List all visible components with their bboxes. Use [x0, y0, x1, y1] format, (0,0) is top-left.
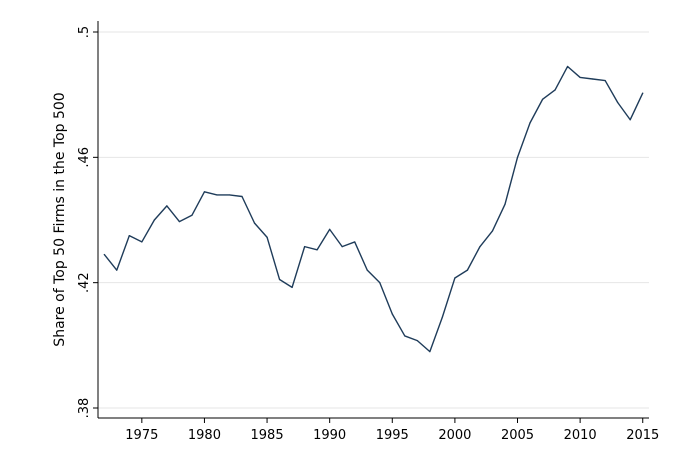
- data-point: [454, 277, 456, 279]
- data-point: [278, 278, 281, 281]
- data-point: [579, 76, 581, 79]
- series-line: [103, 65, 644, 353]
- data-point: [141, 241, 143, 243]
- data-point: [366, 269, 368, 271]
- data-point: [203, 191, 206, 193]
- data-point: [191, 214, 193, 216]
- data-point: [341, 246, 343, 248]
- data-point: [554, 89, 556, 91]
- data-point: [116, 269, 118, 271]
- y-axis-ticks: .38 .42 .46 .5: [77, 26, 98, 419]
- data-point: [404, 335, 406, 337]
- data-point: [466, 269, 469, 271]
- data-point: [178, 220, 180, 223]
- x-axis-ticks: 1975 1980 1985 1990 1995 2000 2005 2010 2015: [125, 418, 659, 443]
- y-tick-label: .38: [77, 398, 92, 419]
- data-point: [592, 78, 594, 80]
- data-point: [354, 241, 356, 243]
- y-tick-label: .46: [77, 147, 92, 168]
- data-point: [416, 340, 418, 342]
- data-point: [304, 246, 306, 248]
- x-tick-label: 2000: [438, 428, 471, 443]
- data-point: [316, 249, 318, 251]
- data-point: [253, 222, 256, 224]
- data-point: [391, 313, 393, 315]
- x-tick-label: 1975: [125, 428, 158, 443]
- data-point: [329, 228, 331, 230]
- data-point: [642, 92, 644, 94]
- data-point: [604, 79, 606, 82]
- y-tick-label: .5: [77, 26, 92, 38]
- data-point: [153, 219, 155, 221]
- axes: [97, 21, 649, 419]
- data-point: [266, 236, 268, 238]
- data-point: [166, 205, 168, 207]
- data-point: [629, 119, 631, 121]
- x-tick-label: 1980: [188, 428, 221, 443]
- data-point: [504, 203, 506, 205]
- data-point: [567, 65, 569, 68]
- data-point: [491, 230, 494, 232]
- data-point: [516, 156, 519, 158]
- data-point: [441, 316, 443, 318]
- data-point: [541, 98, 544, 100]
- data-point: [228, 194, 231, 196]
- series-group: [103, 65, 644, 353]
- data-point: [479, 246, 481, 248]
- data-point: [379, 282, 381, 284]
- x-tick-label: 1995: [376, 428, 409, 443]
- data-point: [241, 195, 243, 198]
- y-axis-title: Share of Top 50 Firms in the Top 500: [52, 92, 68, 346]
- x-tick-label: 1985: [251, 428, 284, 443]
- data-point: [429, 351, 431, 353]
- gridlines: [98, 31, 649, 409]
- data-point: [128, 235, 130, 237]
- x-tick-label: 2010: [564, 428, 597, 443]
- x-tick-label: 1990: [313, 428, 346, 443]
- x-tick-label: 2015: [626, 428, 659, 443]
- y-tick-label: .42: [77, 272, 92, 293]
- x-tick-label: 2005: [501, 428, 534, 443]
- data-point: [617, 101, 619, 104]
- data-point: [291, 286, 293, 288]
- data-point: [216, 194, 218, 196]
- data-point: [529, 122, 531, 124]
- data-point: [103, 253, 105, 256]
